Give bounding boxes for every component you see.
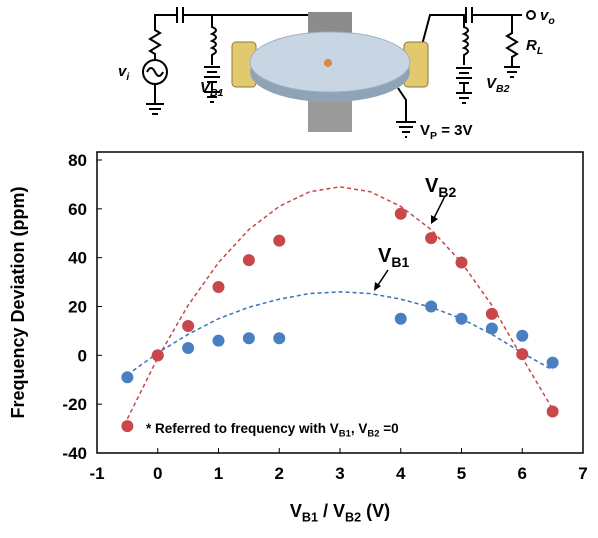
fit-line [126,291,553,376]
point [212,334,225,347]
subscript: P [430,130,437,142]
point [485,307,498,320]
subscript: B1 [391,254,409,270]
text-part: , V [351,421,368,436]
subscript: B2 [438,184,456,200]
point [242,332,255,345]
text-part: * Referred to frequency with V [146,421,339,436]
diagram-label: vo [540,7,555,27]
note: * Referred to frequency with VB1, VB2 =0 [146,421,399,439]
text-part: =0 [379,421,398,436]
x-axis-title: VB1 / VB2 (V) [290,501,390,525]
text-part: V [378,245,392,267]
text-part: v [118,63,128,80]
point [394,207,407,220]
text-part: (V) [361,501,390,521]
point [516,329,529,342]
x-tick-label: 6 [518,464,527,483]
resonator [231,12,429,132]
x-tick-label: 0 [153,464,162,483]
diagram-label: VB1 [200,79,224,99]
text-part: R [526,37,537,54]
point [121,371,134,384]
subscript: B1 [339,428,351,439]
point [455,312,468,325]
subscript: i [126,71,130,83]
y-tick-label: 80 [68,151,87,170]
subscript: o [548,15,555,27]
point [394,312,407,325]
circuit [142,7,536,138]
subscript: B2 [345,511,361,525]
diagram-label: VP = 3V [420,122,472,142]
point [546,356,559,369]
y-tick-label: 0 [78,346,87,365]
subscript: L [537,45,543,57]
point [273,234,286,247]
plot-frame [96,151,584,454]
point [151,349,164,362]
text-part: V [290,501,302,521]
text-part: V [420,122,430,139]
point [242,254,255,267]
arrows [374,195,446,291]
fit-line [126,186,554,420]
point [212,280,225,293]
x-tick-label: 2 [275,464,284,483]
y-tick-label: -20 [62,395,87,414]
y-tick-label: -40 [62,444,87,463]
x-tick-label: 5 [457,464,466,483]
text-part: = 3V [437,122,472,139]
point [273,332,286,345]
x-tick-label: 3 [335,464,344,483]
subscript: B2 [496,83,510,95]
subscript: B1 [210,87,224,99]
subscript: B1 [302,511,318,525]
text-part: v [540,7,550,24]
y-tick-label: 40 [68,249,87,268]
y-tick-label: 20 [68,298,87,317]
y-tick-label: 60 [68,200,87,219]
point [425,300,438,313]
text-part: V [200,79,212,96]
point [516,348,529,361]
point [546,405,559,418]
x-tick-label: 1 [214,464,223,483]
text-part: V [425,175,439,197]
subscript: B2 [367,428,379,439]
x-tick-label: 7 [578,464,587,483]
point [485,322,498,335]
diagram-label: vi [118,63,130,83]
x-tick-label: 4 [396,464,406,483]
point [121,420,134,433]
point [455,256,468,269]
x-tick-label: -1 [89,464,104,483]
point [182,320,195,333]
diagram-label: RL [526,37,543,57]
text-part: / V [318,501,345,521]
plot: -40 -20 0 20 40 60 80 -1 0 1 2 3 4 5 6 7 Frequency Devia… [8,151,588,525]
y-axis-title: Frequency Deviation (ppm) [8,186,28,418]
annotation: VB2 [425,175,456,200]
annotation: VB1 [378,245,409,270]
point [425,232,438,245]
text-part: V [486,75,498,92]
diagram-label: VB2 [486,75,510,95]
point [182,342,195,355]
